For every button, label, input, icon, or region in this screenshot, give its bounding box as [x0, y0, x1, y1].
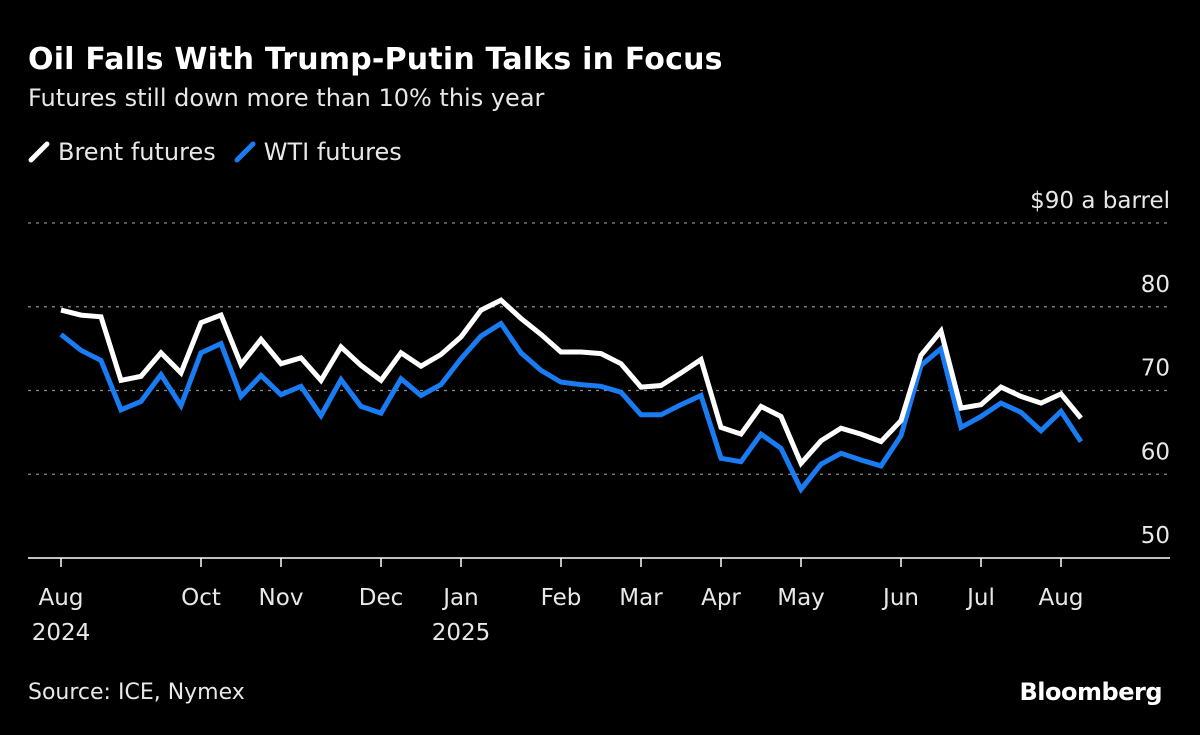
- legend-swatch-brent: [28, 141, 50, 163]
- x-tick-label: May: [777, 585, 825, 611]
- bloomberg-logo: Bloomberg: [1019, 678, 1163, 706]
- x-tick-label: Nov: [259, 585, 304, 611]
- x-tick-label: Jul: [965, 585, 995, 611]
- x-tick-label: Apr: [701, 585, 741, 611]
- x-tick-label: Jan: [441, 585, 478, 611]
- y-tick-label: 60: [1141, 439, 1170, 465]
- source-note: Source: ICE, Nymex: [28, 680, 245, 705]
- legend-item-wti: WTI futures: [234, 138, 402, 166]
- x-tick-year: 2025: [432, 620, 491, 646]
- x-tick-label: Oct: [181, 585, 221, 611]
- x-tick-label: Aug: [1039, 585, 1084, 611]
- y-tick-label: $90 a barrel: [1030, 188, 1170, 214]
- legend-label-wti: WTI futures: [263, 138, 402, 166]
- x-tick-label: Feb: [541, 585, 582, 611]
- series-line-wti: [59, 320, 1084, 494]
- y-tick-label: 80: [1141, 272, 1170, 298]
- x-tick-label: Aug: [39, 585, 84, 611]
- series-line-brent: [60, 297, 1083, 469]
- chart-title: Oil Falls With Trump-Putin Talks in Focu…: [28, 42, 723, 77]
- x-tick-label: Dec: [359, 585, 404, 611]
- chart-subtitle: Futures still down more than 10% this ye…: [28, 84, 545, 112]
- y-tick-label: 50: [1141, 523, 1170, 549]
- legend-item-brent: Brent futures: [28, 138, 216, 166]
- legend-label-brent: Brent futures: [58, 138, 216, 166]
- legend: Brent futures WTI futures: [28, 138, 402, 166]
- x-tick-label: Jun: [881, 585, 919, 611]
- x-tick-label: Mar: [619, 585, 663, 611]
- y-tick-label: 70: [1141, 356, 1170, 382]
- legend-swatch-wti: [234, 141, 256, 163]
- x-tick-year: 2024: [32, 620, 91, 646]
